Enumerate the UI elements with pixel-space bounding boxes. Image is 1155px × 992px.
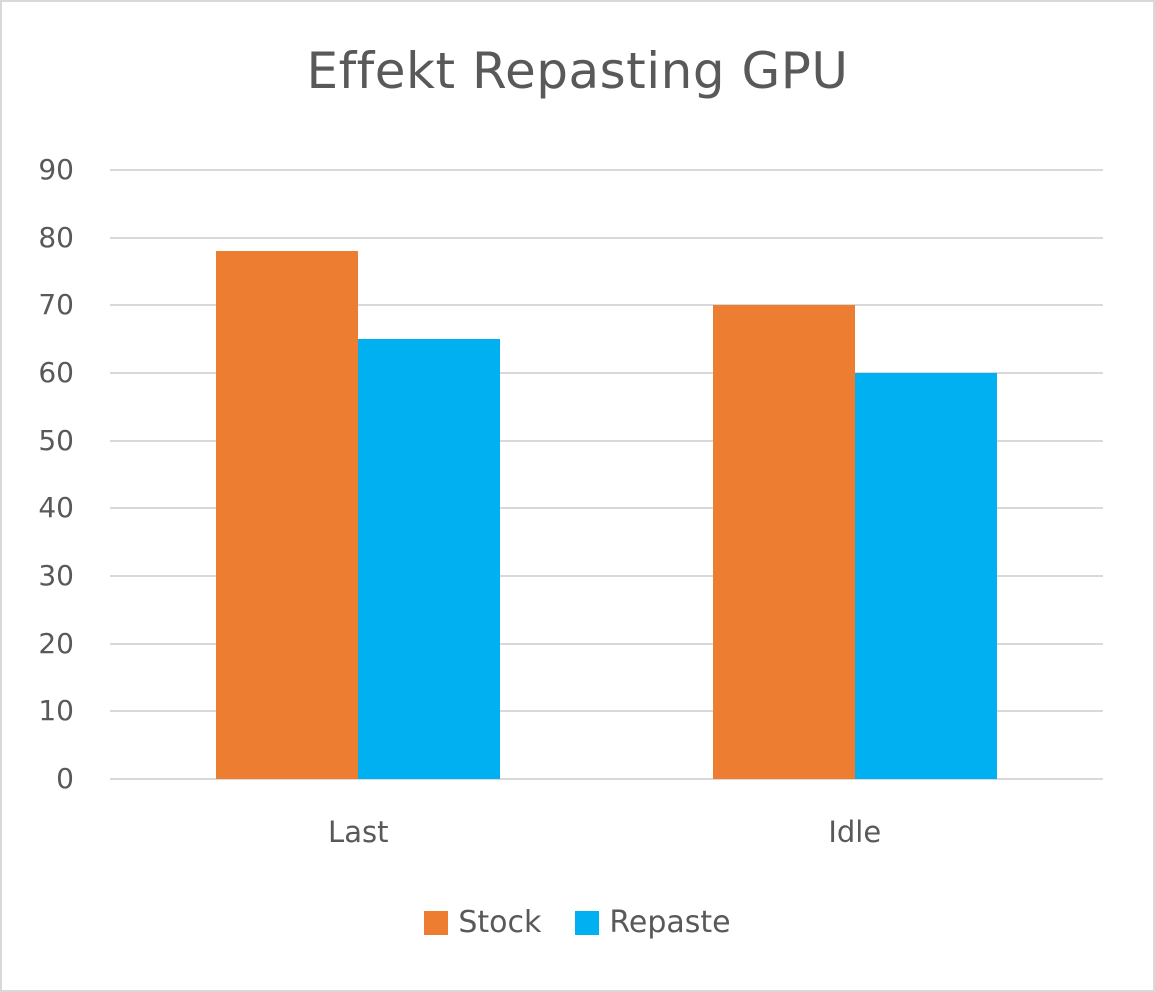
legend-label: Stock [458, 905, 542, 940]
legend-label: Repaste [609, 905, 731, 940]
legend-item-stock[interactable]: Stock [424, 905, 541, 940]
gridline [110, 710, 1103, 713]
gridline [110, 642, 1103, 645]
y-tick-label: 30 [38, 559, 74, 592]
bar-stock-idle[interactable] [712, 305, 855, 779]
chart-title: Effekt Repasting GPU [306, 42, 849, 100]
gridline [110, 304, 1103, 307]
y-tick-label: 70 [38, 288, 74, 322]
y-tick-label: 80 [38, 220, 74, 254]
legend-swatch-icon [424, 910, 449, 935]
gridline [110, 507, 1103, 510]
legend: Stock Repaste [0, 905, 1155, 940]
y-tick-label: 20 [38, 626, 74, 660]
bar-repaste-idle[interactable] [854, 373, 997, 779]
y-tick-label: 50 [38, 423, 74, 457]
gridline [110, 575, 1103, 577]
gridline [110, 372, 1103, 374]
bar-stock-last[interactable] [216, 251, 359, 779]
y-tick-label: 40 [38, 491, 74, 525]
legend-item-repaste[interactable]: Repaste [575, 905, 731, 940]
gridline [110, 778, 1103, 780]
y-tick-label: 60 [38, 356, 74, 389]
bar-repaste-last[interactable] [358, 339, 501, 779]
gridline [110, 169, 1103, 171]
x-category-label: Last [328, 815, 389, 849]
x-category-label: Idle [828, 815, 882, 849]
gridline [110, 439, 1103, 442]
legend-swatch-icon [575, 910, 600, 935]
y-tick-label: 90 [38, 153, 74, 186]
y-tick-label: 10 [38, 694, 74, 728]
y-tick-label: 0 [56, 762, 74, 795]
gridline [110, 236, 1103, 239]
